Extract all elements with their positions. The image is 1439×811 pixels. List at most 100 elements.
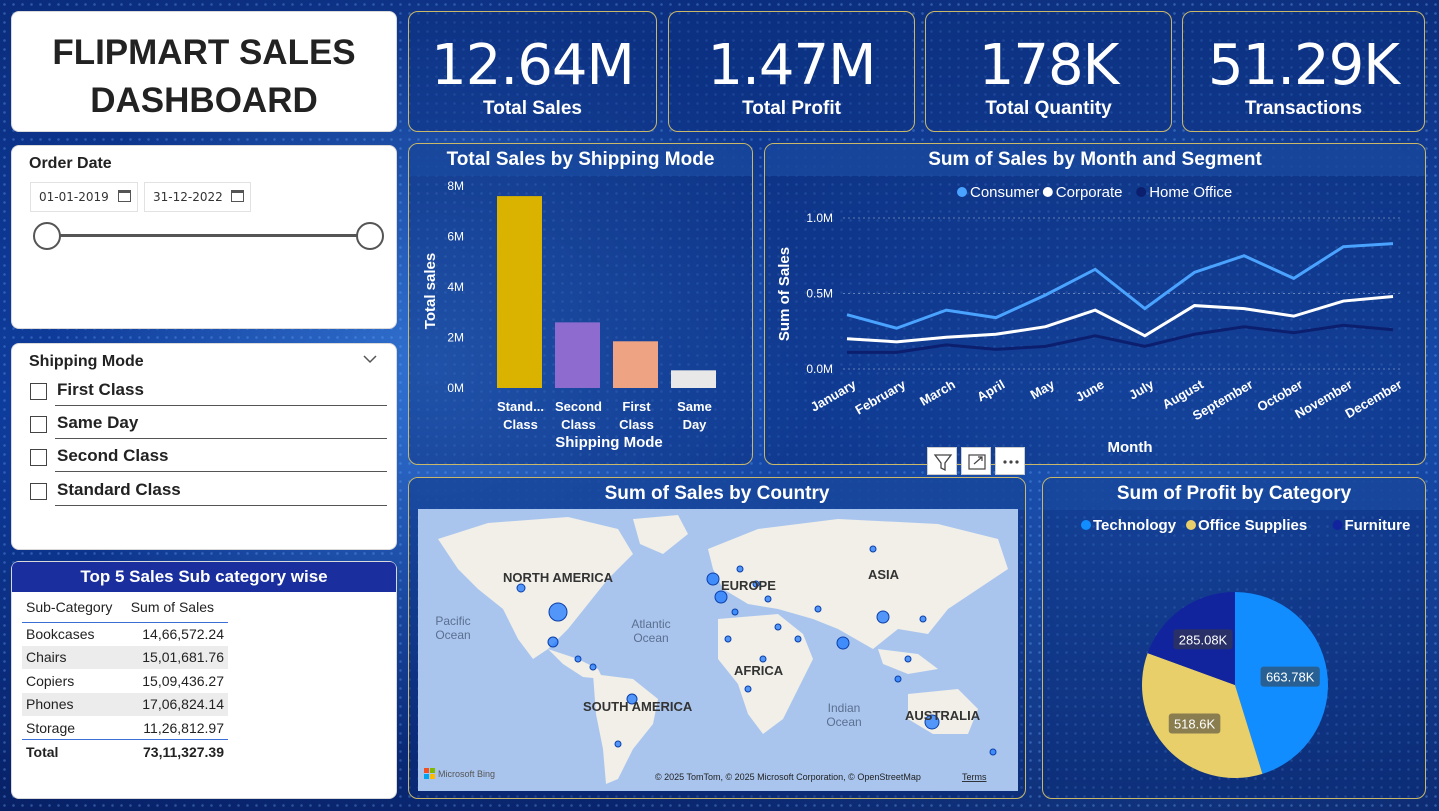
legend-label: Technology <box>1093 517 1177 534</box>
kpi-total-quantity[interactable]: 178K Total Quantity <box>925 11 1172 132</box>
table-cell: 15,01,681.76 <box>126 645 228 669</box>
data-label-bg <box>1173 629 1233 650</box>
bar-chart-svg: 0M 2M 4M 6M 8M Stand... Class Second Class First C… <box>422 179 716 451</box>
shipping-mode-bar-chart[interactable]: Total Sales by Shipping Mode 0M 2M 4M 6M 8M S… <box>408 143 753 465</box>
map-bubble <box>919 615 927 623</box>
map-label-africa: AFRICA <box>734 663 784 678</box>
map-label-indian-ocean: Ocean <box>826 715 861 729</box>
kpi-total-profit[interactable]: 1.47M Total Profit <box>668 11 915 132</box>
date-range-start-handle[interactable] <box>33 222 61 250</box>
map-bubble <box>744 685 752 693</box>
start-date-input[interactable]: 01-01-2019 <box>30 182 138 212</box>
map-bubble <box>759 655 767 663</box>
map-label-pacific-ocean: Ocean <box>435 628 470 642</box>
table-cell: 17,06,824.14 <box>126 692 228 716</box>
legend-label: Office Supplies <box>1198 517 1307 534</box>
checkbox[interactable] <box>30 483 47 500</box>
total-label: Total <box>22 739 127 763</box>
title-panel: FLIPMART SALES DASHBOARD <box>11 11 397 132</box>
profit-by-category-pie-chart[interactable]: Sum of Profit by Category Technology Offi… <box>1042 477 1426 799</box>
world-map[interactable]: NORTH AMERICA EUROPE ASIA AFRICA SOUTH A… <box>418 509 1018 791</box>
map-bubble <box>869 545 877 553</box>
map-bubble <box>814 605 822 613</box>
column-header[interactable]: Sub-Category <box>26 598 113 615</box>
end-date-value: 31-12-2022 <box>153 190 223 204</box>
kpi-transactions[interactable]: 51.29K Transactions <box>1182 11 1425 132</box>
kpi-label: Total Profit <box>742 98 841 119</box>
month-segment-line-chart[interactable]: Sum of Sales by Month and Segment Consum… <box>764 143 1426 465</box>
checkbox[interactable] <box>30 383 47 400</box>
table-cell: Bookcases <box>26 626 95 642</box>
map-bubble <box>589 663 597 671</box>
focus-mode-icon[interactable] <box>961 447 991 475</box>
kpi-value: 178K <box>978 33 1120 98</box>
map-bubble <box>764 595 772 603</box>
order-date-title: Order Date <box>29 155 112 172</box>
x-axis-title: Shipping Mode <box>555 434 662 451</box>
map-copyright: © 2025 TomTom, © 2025 Microsoft Corporat… <box>655 772 921 782</box>
y-tick-label: 6M <box>447 230 464 244</box>
table-row[interactable]: Bookcases 14,66,572.24 <box>22 622 228 646</box>
map-terms-link[interactable]: Terms <box>962 772 987 782</box>
greenland-landmass <box>633 515 688 554</box>
series-line <box>846 242 1394 330</box>
south-america-landmass <box>593 674 658 784</box>
north-america-landmass <box>438 517 633 659</box>
map-label-asia: ASIA <box>868 567 900 582</box>
table-row[interactable]: Phones 17,06,824.14 <box>22 692 228 716</box>
shipping-mode-slicer: Shipping Mode First Class Same Day Secon… <box>11 343 397 550</box>
calendar-icon[interactable] <box>118 190 131 202</box>
microsoft-logo-icon <box>424 768 435 779</box>
table-cell: Copiers <box>26 672 75 689</box>
filter-icon[interactable] <box>927 447 957 475</box>
central-america-landmass <box>548 649 603 679</box>
chevron-down-icon[interactable] <box>363 354 377 364</box>
sales-by-country-map[interactable]: Sum of Sales by Country <box>408 477 1026 799</box>
x-tick-label: February <box>852 376 908 417</box>
map-bubble <box>752 580 760 588</box>
column-header[interactable]: Sum of Sales <box>130 598 214 615</box>
option-label: Same Day <box>57 413 139 432</box>
option-label: First Class <box>57 380 144 399</box>
chart-title: Total Sales by Shipping Mode <box>409 144 752 176</box>
checkbox[interactable] <box>30 449 47 466</box>
divider <box>55 438 387 439</box>
date-range-end-handle[interactable] <box>356 222 384 250</box>
x-tick-label: January <box>808 376 859 414</box>
x-tick-label: May <box>1028 376 1058 402</box>
end-date-input[interactable]: 31-12-2022 <box>144 182 251 212</box>
calendar-icon[interactable] <box>231 190 244 202</box>
map-bubble <box>876 610 890 624</box>
checkbox[interactable] <box>30 416 47 433</box>
more-options-icon[interactable] <box>995 447 1025 475</box>
bar <box>671 370 716 388</box>
legend-marker <box>1136 187 1147 197</box>
table-row[interactable]: Storage 11,26,812.97 <box>22 716 228 740</box>
map-bubble <box>706 572 720 586</box>
x-tick-label: Day <box>683 417 708 432</box>
map-bubble <box>614 740 622 748</box>
table-cell: Chairs <box>22 645 127 669</box>
pie-chart-svg: Technology Office Supplies Furniture 663.78… <box>1081 517 1410 778</box>
y-axis-title: Sum of Sales <box>776 247 793 341</box>
option-label: Standard Class <box>57 480 181 499</box>
legend-marker <box>957 187 967 197</box>
kpi-total-sales[interactable]: 12.64M Total Sales <box>408 11 657 132</box>
table-cell: 11,26,812.97 <box>143 719 224 736</box>
table-cell: 15,09,436.27 <box>142 672 224 689</box>
map-bubble <box>714 590 728 604</box>
map-bubble <box>731 608 739 616</box>
map-bubble <box>924 714 940 730</box>
data-label-bg <box>1168 713 1221 734</box>
table-row[interactable]: Chairs 15,01,681.76 <box>22 645 228 669</box>
map-bubble <box>548 602 568 622</box>
date-range-track[interactable] <box>48 234 370 237</box>
divider <box>55 405 387 406</box>
data-label: 663.78K <box>1266 670 1315 685</box>
table-row[interactable]: Copiers 15,09,436.27 <box>22 669 228 693</box>
europe-asia-landmass <box>708 519 1008 649</box>
bing-attribution: Microsoft Bing <box>438 769 495 779</box>
map-label-europe: EUROPE <box>721 578 776 593</box>
x-tick-label: Class <box>619 417 654 432</box>
top5-table: Sub-Category Sum of Sales Bookcases 14,66… <box>22 592 228 763</box>
